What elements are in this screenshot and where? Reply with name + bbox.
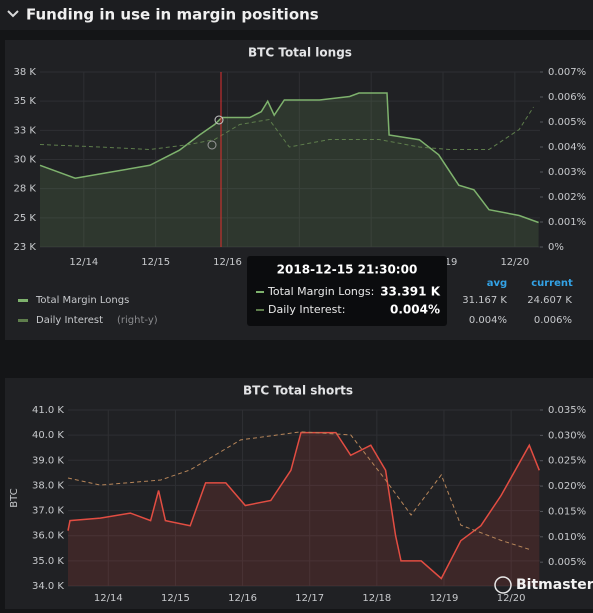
- legend-swatch: [18, 299, 28, 302]
- y2-tick-label: 0%: [548, 242, 564, 253]
- x-tick-label: 12/19: [430, 593, 459, 604]
- y2-tick-label: 0.004%: [548, 142, 586, 153]
- collapse-icon[interactable]: [7, 10, 19, 18]
- y-tick-label: 41.0 K: [32, 405, 64, 416]
- panel: [5, 378, 593, 609]
- y2-tick-label: 0.001%: [548, 217, 586, 228]
- tooltip: [247, 256, 447, 326]
- series-line: [39, 92, 539, 224]
- y-tick-label: 39.0 K: [32, 455, 64, 466]
- x-tick-label: 12/15: [141, 257, 170, 268]
- area: [40, 93, 539, 247]
- y-tick-label: 37.0 K: [32, 506, 64, 517]
- hover-point: [207, 140, 217, 150]
- y2-tick-label: 0.006%: [548, 92, 586, 103]
- watermark-icon: [494, 576, 512, 594]
- y-tick-label: 25 K: [14, 213, 37, 224]
- area: [68, 432, 540, 586]
- y-tick-label: 36.0 K: [32, 531, 64, 542]
- tooltip-time: 2018-12-15 21:30:00: [277, 263, 418, 277]
- watermark: Bitmaster: [516, 577, 593, 593]
- series-line: [67, 431, 532, 551]
- x-tick-label: 12/17: [295, 593, 324, 604]
- x-tick-label: 12/20: [500, 257, 529, 268]
- y-axis-label: BTC: [9, 488, 20, 507]
- legend-label[interactable]: Daily Interest: [36, 315, 103, 326]
- tooltip-value: 0.004%: [390, 303, 440, 317]
- x-tick-label: 12/16: [228, 593, 257, 604]
- legend-column-header: current: [531, 278, 573, 289]
- legend-value: 31.167 K: [462, 295, 507, 306]
- y2-tick-label: 0.005%: [548, 557, 586, 568]
- y-tick-label: 38.0 K: [32, 480, 64, 491]
- y-tick-label: 23 K: [14, 242, 37, 253]
- y2-tick-label: 0.025%: [548, 456, 586, 467]
- y2-tick-label: 0.020%: [548, 481, 586, 492]
- legend-value: 0.004%: [469, 315, 507, 326]
- x-tick-label: 12/16: [213, 257, 242, 268]
- y-tick-label: 35 K: [14, 96, 37, 107]
- legend-value: 24.607 K: [527, 295, 572, 306]
- panel-title: BTC Total shorts: [243, 384, 353, 398]
- legend-label[interactable]: Total Margin Longs: [35, 295, 129, 306]
- y-tick-label: 40.0 K: [32, 430, 64, 441]
- legend-column-header: avg: [487, 278, 507, 289]
- y2-tick-label: 0.030%: [548, 430, 586, 441]
- x-tick-label: 12/14: [94, 593, 123, 604]
- y-tick-label: 35.0 K: [32, 556, 64, 567]
- y2-tick-label: 0.007%: [548, 67, 586, 78]
- x-tick-label: 12/15: [161, 593, 190, 604]
- y-tick-label: 38 K: [14, 67, 37, 78]
- y-tick-label: 33 K: [14, 125, 37, 136]
- x-tick-label: 12/18: [362, 593, 391, 604]
- legend-swatch: [18, 319, 28, 322]
- legend-note: (right-y): [117, 315, 158, 326]
- y2-tick-label: 0.035%: [548, 405, 586, 416]
- y-tick-label: 30 K: [14, 155, 37, 166]
- x-tick-label: 12/20: [497, 593, 526, 604]
- series-line: [67, 431, 540, 580]
- tooltip-value: 33.391 K: [380, 285, 440, 299]
- legend-value: 0.006%: [534, 315, 572, 326]
- hover-point: [214, 115, 224, 125]
- panel-title: BTC Total longs: [248, 46, 352, 60]
- y2-tick-label: 0.015%: [548, 506, 586, 517]
- y2-tick-label: 0.010%: [548, 532, 586, 543]
- y-tick-label: 28 K: [14, 184, 37, 195]
- row-title: Funding in use in margin positions: [26, 6, 319, 24]
- row-header[interactable]: [0, 0, 593, 30]
- y-tick-label: 34.0 K: [32, 581, 64, 592]
- y2-tick-label: 0.003%: [548, 167, 586, 178]
- tooltip-label: Total Margin Longs:: [267, 285, 374, 298]
- x-tick-label: 12/14: [69, 257, 98, 268]
- tooltip-label: Daily Interest:: [268, 303, 345, 316]
- y2-tick-label: 0.005%: [548, 117, 586, 128]
- series-line: [39, 106, 534, 151]
- y2-tick-label: 0.002%: [548, 192, 586, 203]
